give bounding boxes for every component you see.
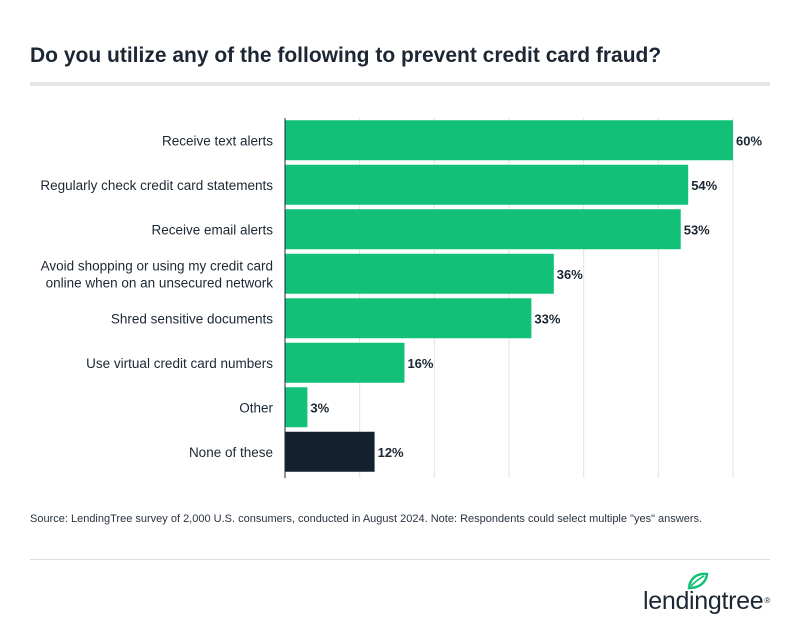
logo-registered-mark: ® [764,596,770,605]
logo-wordmark: lendingtree® [643,586,770,616]
value-label: 16% [407,356,433,371]
value-label: 33% [534,311,560,326]
leaf-icon [687,572,709,590]
bar [285,209,681,250]
value-label: 60% [736,133,762,148]
value-label: 12% [378,445,404,460]
value-label: 54% [691,178,717,193]
lendingtree-logo: lendingtree® [643,572,770,616]
value-label: 53% [684,222,710,237]
category-label: Receive text alerts [162,133,273,148]
bar [285,298,532,339]
title-divider [30,82,770,86]
category-label: Use virtual credit card numbers [86,356,273,371]
bar-chart: Receive text alerts 60% Regularly check cr… [40,118,762,478]
source-note: Source: LendingTree survey of 2,000 U.S.… [30,513,703,525]
bar [285,164,689,205]
footer-divider [30,559,770,560]
value-label: 3% [310,400,329,415]
bar [285,387,308,428]
category-label: Shred sensitive documents [111,311,273,326]
category-label: Other [239,400,273,415]
value-label: 36% [557,267,583,282]
bar [285,342,405,383]
bar [285,253,554,294]
chart-title: Do you utilize any of the following to p… [30,44,662,67]
category-label: None of these [189,445,273,460]
logo-text: lendingtree [642,587,764,615]
bar [285,120,733,161]
category-label: Regularly check credit card statements [40,178,273,193]
bar [285,431,375,472]
category-label: Receive email alerts [151,222,273,237]
category-label: Avoid shopping or using my credit card on… [41,258,274,290]
